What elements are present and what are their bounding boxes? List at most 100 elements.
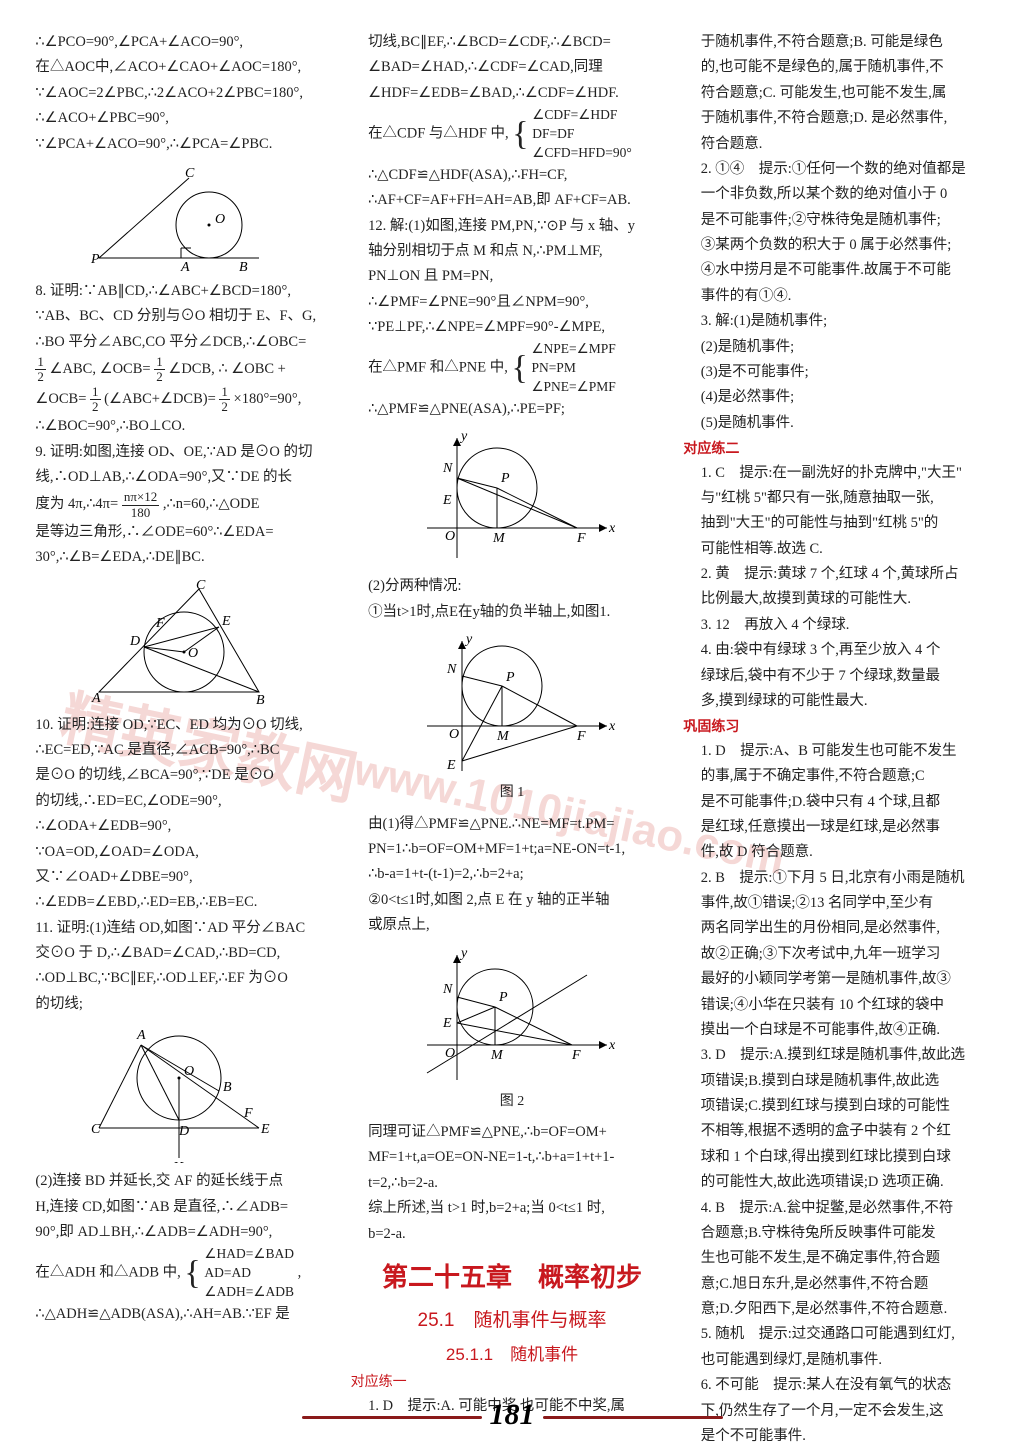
text-line: 生也可能不发生,是不确定事件,符合题: [683, 1246, 1006, 1271]
text-line: 2. B 提示:①下月 5 日,北京有小雨是随机: [683, 866, 1006, 891]
svg-text:y: y: [459, 946, 468, 961]
text-line: 项错误;C.摸到红球与摸到白球的可能性: [683, 1094, 1006, 1119]
text-line: 事件的有①④.: [683, 284, 1006, 309]
text-line: ∴AF+CF=AF+FH=AH=AB,即 AF+CF=AB.: [351, 188, 674, 213]
text-line: 2. 黄 提示:黄球 7 个,红球 4 个,黄球所占: [683, 562, 1006, 587]
text-line: 符合题意.: [683, 132, 1006, 157]
text-line: 在△ADH 和△ADB 中, { ∠HAD=∠BAD AD=AD ∠ADH=∠A…: [18, 1245, 341, 1302]
text-line: t=2,∴b=2-a.: [351, 1171, 674, 1196]
svg-text:x: x: [608, 719, 616, 734]
text-line: 是不可能事件;②守株待兔是随机事件;: [683, 208, 1006, 233]
text-line: 4. 由:袋中有绿球 3 个,再至少放入 4 个: [683, 638, 1006, 663]
text-line: 是等边三角形,∴∠ODE=60°∴∠EDA=: [18, 520, 341, 545]
text-line: 3. 12 再放入 4 个绿球.: [683, 613, 1006, 638]
text-line: ∴∠PMF=∠PNE=90°且∠NPM=90°,: [351, 290, 674, 315]
svg-text:F: F: [576, 531, 586, 546]
text-line: 4. B 提示:A.瓮中捉鳖,是必然事件,不符: [683, 1196, 1006, 1221]
svg-text:E: E: [446, 758, 456, 773]
svg-text:F: F: [243, 1106, 253, 1121]
text-line: ∵∠PCA+∠ACO=90°,∴∠PCA=∠PBC.: [18, 132, 341, 157]
figure-axes-1: O x y N E P M F: [351, 428, 674, 568]
svg-text:O: O: [445, 1046, 455, 1061]
text-line: 在△AOC中,∠ACO+∠CAO+∠AOC=180°,: [18, 55, 341, 80]
practice-label: 对应练二: [683, 436, 1006, 461]
column-1: ∴∠PCO=90°,∠PCA+∠ACO=90°, 在△AOC中,∠ACO+∠CA…: [18, 30, 341, 1380]
svg-text:P: P: [505, 670, 515, 685]
text-line: 抽到"大王"的可能性与抽到"红桃 5"的: [683, 511, 1006, 536]
text-line: 项错误;B.摸到白球是随机事件,故此选: [683, 1069, 1006, 1094]
text-line: ∴BO 平分∠ABC,CO 平分∠DCB,∴∠OBC=: [18, 330, 341, 355]
svg-text:A: A: [136, 1028, 146, 1043]
svg-text:A: A: [180, 260, 190, 273]
text-line: 与"红桃 5"都只有一张,随意抽取一张,: [683, 486, 1006, 511]
text-line: ∵∠AOC=2∠PBC,∴2∠ACO+2∠PBC=180°,: [18, 81, 341, 106]
text-line: 合题意;B.守株待兔所反映事件可能发: [683, 1221, 1006, 1246]
figure-caption: 图 1: [351, 781, 674, 806]
text-line: 于随机事件,不符合题意;B. 可能是绿色: [683, 30, 1006, 55]
text-line: 3. 解:(1)是随机事件;: [683, 309, 1006, 334]
text-line: ∴∠ODA+∠EDB=90°,: [18, 814, 341, 839]
text-line: 切线,BC∥EF,∴∠BCD=∠CDF,∴∠BCD=: [351, 30, 674, 55]
text-line: 可能性相等.故选 C.: [683, 537, 1006, 562]
text-line: 故②正确;③下次考试中,九年一班学习: [683, 942, 1006, 967]
text-line: (2)分两种情况:: [351, 574, 674, 599]
text-line: 是不可能事件;D.袋中只有 4 个球,且都: [683, 790, 1006, 815]
text-line: 摸出一个白球是不可能事件,故④正确.: [683, 1018, 1006, 1043]
text-line: 6. 不可能 提示:某人在没有氧气的状态: [683, 1373, 1006, 1398]
chapter-heading: 第二十五章 概率初步: [351, 1255, 674, 1301]
svg-text:C: C: [185, 166, 195, 181]
text-line: ∴∠PCO=90°,∠PCA+∠ACO=90°,: [18, 30, 341, 55]
text-line: 综上所述,当 t>1 时,b=2+a;当 0<t≤1 时,: [351, 1196, 674, 1221]
svg-text:O: O: [215, 212, 225, 227]
text-line: 同理可证△PMF≌△PNE,∴b=OF=OM+: [351, 1120, 674, 1145]
text-line: ∴b-a=1+t-(t-1)=2,∴b=2+a;: [351, 862, 674, 887]
svg-text:O: O: [188, 646, 198, 661]
figure-caption: 图 2: [351, 1090, 674, 1115]
text-line: 事件,故①错误;②13 名同学中,至少有: [683, 891, 1006, 916]
text-line: 11. 证明:(1)连结 OD,如图∵AD 平分∠BAC: [18, 916, 341, 941]
svg-text:F: F: [571, 1048, 581, 1063]
svg-text:M: M: [490, 1048, 504, 1063]
text-line: (5)是随机事件.: [683, 411, 1006, 436]
figure-axes-3: O x y N E P M F 图 2: [351, 945, 674, 1115]
text-line: 不相等,根据不透明的盒子中装有 2 个红: [683, 1119, 1006, 1144]
text-line: 1. D 提示:A、B 可能发生也可能不发生: [683, 739, 1006, 764]
text-line: 90°,即 AD⊥BH,∴∠ADB=∠ADH=90°,: [18, 1220, 341, 1245]
page-container: ∴∠PCO=90°,∠PCA+∠ACO=90°, 在△AOC中,∠ACO+∠CA…: [0, 0, 1024, 1390]
text-line: 一个非负数,所以某个数的绝对值小于 0: [683, 182, 1006, 207]
text-line: 12. 解:(1)如图,连接 PM,PN,∵⊙P 与 x 轴、y: [351, 214, 674, 239]
text-line: PN⊥ON 且 PM=PN,: [351, 264, 674, 289]
svg-text:P: P: [498, 990, 508, 1005]
practice-label: 对应练一: [351, 1369, 674, 1394]
svg-text:y: y: [464, 632, 473, 647]
svg-text:E: E: [260, 1122, 270, 1137]
text-line: 两名同学出生的月份相同,是必然事件,: [683, 916, 1006, 941]
svg-text:E: E: [221, 614, 231, 629]
text-line: 由(1)得△PMF≌△PNE.∴NE=MF=t.PM=: [351, 812, 674, 837]
text-line: ∠OCB= 12 (∠ABC+∠DCB)= 12 ×180°=90°,: [18, 385, 341, 415]
svg-text:E: E: [442, 493, 452, 508]
text-line: ∴△ADH≌△ADB(ASA),∴AH=AB.∵EF 是: [18, 1302, 341, 1327]
text-line: 的可能性大,故此选项错误;D 选项正确.: [683, 1170, 1006, 1195]
column-3: 于随机事件,不符合题意;B. 可能是绿色 的,也可能不是绿色的,属于随机事件,不…: [683, 30, 1006, 1380]
text-line: 1. C 提示:在一副洗好的扑克牌中,"大王": [683, 461, 1006, 486]
text-line: 10. 证明:连接 OD,∵EC、ED 均为⊙O 切线,: [18, 713, 341, 738]
text-line: 又∵∠OAD+∠DBE=90°,: [18, 865, 341, 890]
text-line: 符合题意;C. 可能发生,也可能不发生,属: [683, 81, 1006, 106]
svg-text:C: C: [196, 578, 206, 593]
text-line: 3. D 提示:A.摸到红球是随机事件,故此选: [683, 1043, 1006, 1068]
svg-text:x: x: [608, 521, 616, 536]
section-heading: 25.1 随机事件与概率: [351, 1304, 674, 1337]
svg-text:N: N: [442, 982, 453, 997]
svg-text:B: B: [239, 260, 248, 273]
text-line: b=2-a.: [351, 1222, 674, 1247]
text-line: ∴△CDF≌△HDF(ASA),∴FH=CF,: [351, 163, 674, 188]
text-line: 度为 4π,∴4π= nπ×12180 ,∴n=60,∴△ODE: [18, 490, 341, 520]
text-line: ∵OA=OD,∠OAD=∠ODA,: [18, 840, 341, 865]
text-line: (3)是不可能事件;: [683, 360, 1006, 385]
text-line: 在△PMF 和△PNE 中, { ∠NPE=∠MPF PN=PM ∠PNE=∠P…: [351, 340, 674, 397]
text-line: ∴∠BOC=90°,∴BO⊥CO.: [18, 414, 341, 439]
text-line: 9. 证明:如图,连接 OD、OE,∵AD 是⊙O 的切: [18, 440, 341, 465]
text-line: 比例最大,故摸到黄球的可能性大.: [683, 587, 1006, 612]
text-line: ①当t>1时,点E在y轴的负半轴上,如图1.: [351, 600, 674, 625]
